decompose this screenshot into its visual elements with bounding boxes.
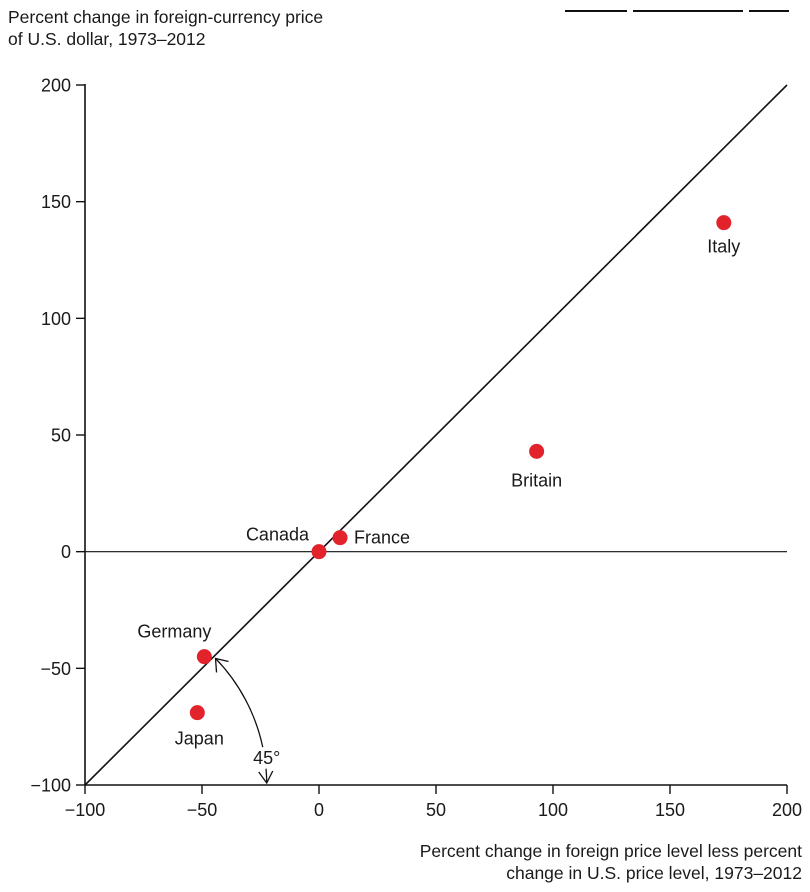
- angle-annotation: 45°: [214, 657, 280, 785]
- angle-arrowhead-lower: [258, 770, 274, 785]
- angle-arc-lower: [265, 768, 268, 784]
- y-axis-label: Percent change in foreign-currency price…: [8, 7, 324, 49]
- data-point-japan: [189, 705, 205, 721]
- x-tick-label: −100: [65, 800, 106, 820]
- data-point-italy: [716, 215, 732, 231]
- y-tick-label: 100: [41, 309, 71, 329]
- data-point-france: [332, 530, 348, 546]
- x-tick-label: 0: [314, 800, 324, 820]
- y-tick-label: 0: [61, 542, 71, 562]
- reference-lines: [84, 84, 788, 786]
- data-label-italy: Italy: [707, 237, 740, 257]
- x-axis-label: Percent change in foreign price level le…: [419, 841, 802, 883]
- y-tick-label: −50: [40, 659, 71, 679]
- x-tick-label: −50: [187, 800, 218, 820]
- angle-arc-upper: [215, 658, 264, 748]
- angle-label: 45°: [253, 748, 280, 768]
- top-edge-decoration: [565, 0, 810, 12]
- y-tick-label: 50: [51, 426, 71, 446]
- x-tick-label: 50: [426, 800, 446, 820]
- tick-labels: −100 −50 0 50 100 150 200 −100 −50 0 50 100 150 200: [30, 76, 802, 821]
- data-label-germany: Germany: [137, 622, 211, 642]
- diagonal-45-line: [84, 84, 788, 786]
- data-label-britain: Britain: [511, 470, 562, 490]
- data-point-germany: [196, 649, 212, 665]
- x-tick-label: 150: [655, 800, 685, 820]
- data-point-canada: [311, 544, 327, 560]
- data-point-britain: [529, 443, 545, 459]
- data-label-france: France: [354, 528, 410, 548]
- angle-arrowhead-upper: [214, 657, 229, 673]
- data-label-canada: Canada: [246, 525, 310, 545]
- x-tick-label: 100: [538, 800, 568, 820]
- y-tick-label: 150: [41, 192, 71, 212]
- data-points: Italy Britain France Canada Germany Japan: [137, 215, 740, 749]
- y-tick-label: 200: [41, 76, 71, 96]
- y-tick-label: −100: [30, 776, 71, 796]
- data-label-japan: Japan: [175, 729, 224, 749]
- x-tick-label: 200: [772, 800, 802, 820]
